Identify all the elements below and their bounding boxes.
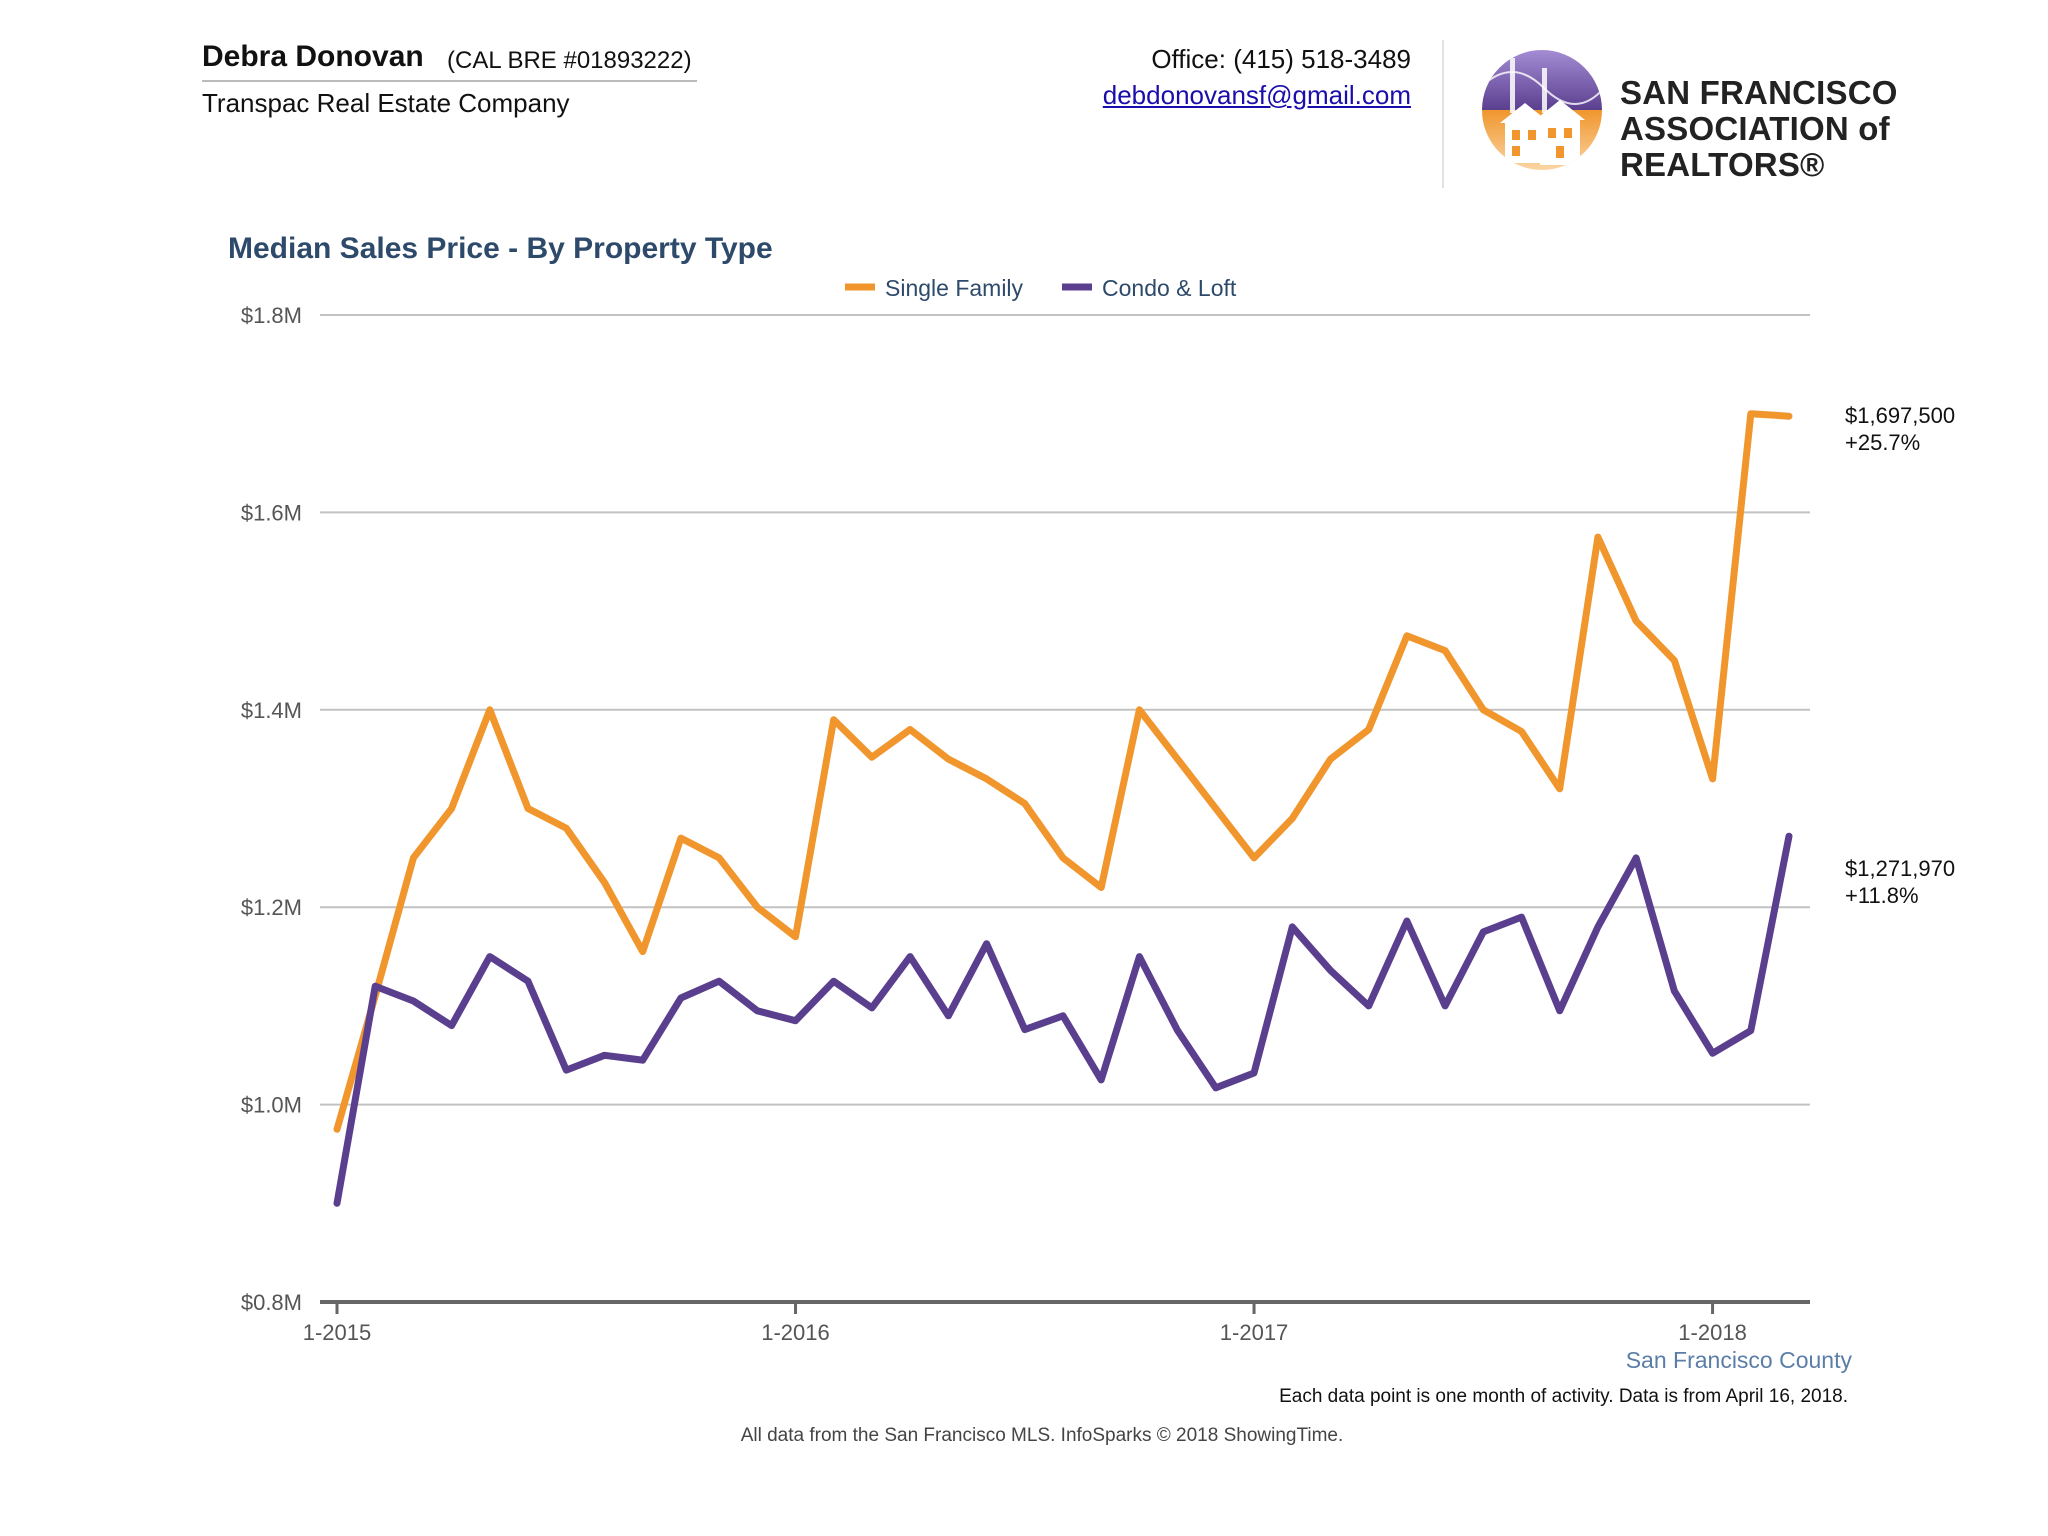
series-line-condo-loft	[333, 832, 1793, 1207]
agent-name-underline	[202, 80, 697, 82]
agent-company: Transpac Real Estate Company	[202, 88, 570, 118]
end-label-single-family-value: $1,697,500	[1845, 403, 1955, 428]
x-tick-label: 1-2016	[761, 1320, 830, 1345]
legend-label-condo-loft: Condo & Loft	[1102, 275, 1237, 301]
end-label-single-family-change: +25.7%	[1845, 430, 1920, 455]
logo-line2: ASSOCIATION of REALTORS®	[1620, 110, 1890, 183]
agent-email-link[interactable]: debdonovansf@gmail.com	[1102, 80, 1411, 110]
y-tick-label: $1.2M	[241, 895, 302, 920]
y-tick-label: $1.6M	[241, 500, 302, 525]
y-tick-label: $1.8M	[241, 303, 302, 328]
y-tick-label: $1.4M	[241, 698, 302, 723]
golden-gate-houses-logo-icon	[1482, 50, 1602, 170]
x-tick-label: 1-2015	[303, 1320, 372, 1345]
series-line-single-family	[333, 410, 1793, 1133]
region-label: San Francisco County	[1626, 1347, 1853, 1373]
x-tick-label: 1-2018	[1678, 1320, 1747, 1345]
y-axis-ticks: $0.8M $1.0M $1.2M $1.4M $1.6M $1.8M	[241, 303, 302, 1315]
end-label-condo-loft-change: +11.8%	[1845, 883, 1919, 908]
x-tick-label: 1-2017	[1220, 1320, 1289, 1345]
agent-license: (CAL BRE #01893222)	[447, 47, 692, 74]
chart-title: Median Sales Price - By Property Type	[228, 232, 773, 265]
footer-credit: All data from the San Francisco MLS. Inf…	[741, 1425, 1344, 1446]
y-tick-label: $1.0M	[241, 1093, 302, 1118]
data-note: Each data point is one month of activity…	[1279, 1386, 1848, 1407]
logo-line1: SAN FRANCISCO	[1620, 74, 1898, 111]
office-phone: Office: (415) 518-3489	[1151, 44, 1411, 74]
y-tick-label: $0.8M	[241, 1290, 302, 1315]
header-divider	[1442, 40, 1444, 188]
end-label-condo-loft-value: $1,271,970	[1845, 856, 1955, 881]
logo-wordmark: SAN FRANCISCO ASSOCIATION of REALTORS®	[1620, 75, 2048, 183]
x-axis: 1-2015 1-2016 1-2017 1-2018	[303, 1300, 1810, 1345]
gridlines	[320, 314, 1810, 1106]
end-labels: $1,697,500 +25.7% $1,271,970 +11.8%	[1845, 403, 1955, 908]
agent-name: Debra Donovan	[202, 40, 424, 73]
chart-legend: Single Family Condo & Loft	[845, 275, 1237, 301]
series-lines	[333, 410, 1793, 1207]
legend-label-single-family: Single Family	[885, 275, 1024, 301]
